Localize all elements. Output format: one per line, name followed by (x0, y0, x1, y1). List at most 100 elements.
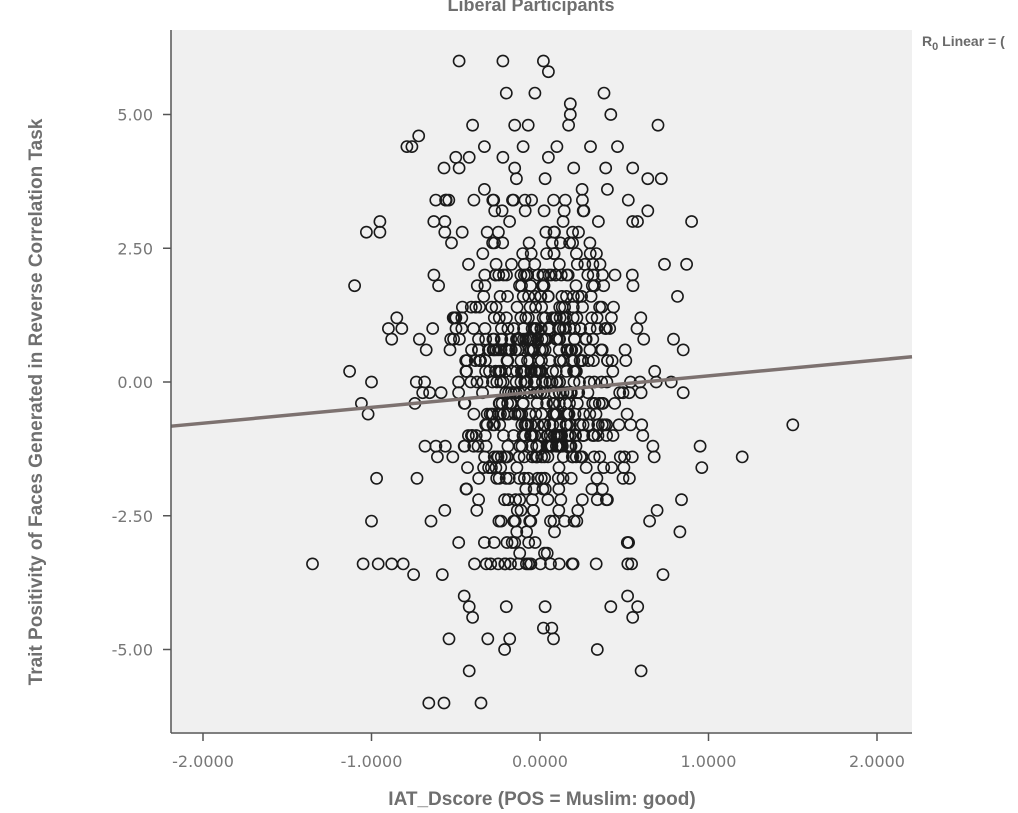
data-point (575, 289, 588, 303)
data-point (501, 493, 515, 507)
data-point (554, 493, 568, 507)
data-point (499, 86, 513, 100)
data-point (538, 546, 551, 560)
data-point (467, 322, 480, 335)
y-tick-label: -2.50 (112, 507, 153, 526)
data-point (534, 557, 547, 571)
data-point (493, 289, 507, 303)
chart-title: Liberal Participants (447, 0, 614, 15)
data-point (462, 664, 476, 678)
data-point (438, 503, 452, 517)
data-point (438, 439, 452, 453)
data-point (467, 193, 481, 207)
data-point (405, 140, 419, 153)
data-point (561, 343, 575, 357)
data-point (521, 268, 535, 282)
data-point (356, 557, 370, 571)
data-point (626, 215, 640, 228)
data-point (618, 450, 631, 464)
data-point (643, 514, 656, 528)
x-axis-label: IAT_Dscore (POS = Muslim: good) (388, 789, 695, 810)
data-point (508, 407, 522, 421)
data-point (693, 439, 707, 453)
x-tick-label: -2.0000 (172, 752, 234, 771)
data-point (550, 140, 564, 153)
data-point (584, 140, 597, 153)
data-point (464, 429, 478, 442)
data-point (637, 332, 651, 346)
data-point (531, 471, 545, 485)
data-point (575, 493, 589, 507)
data-point (612, 418, 626, 432)
data-point (488, 236, 501, 250)
data-point (432, 279, 445, 293)
y-axis-label: Trait Positivity of Faces Generated in R… (26, 118, 47, 685)
data-point (626, 611, 640, 624)
data-point (487, 536, 501, 549)
data-point (466, 611, 479, 624)
data-point (567, 514, 581, 528)
data-point (442, 632, 456, 646)
data-point (525, 493, 539, 507)
data-point (579, 461, 593, 474)
data-point (586, 257, 600, 271)
data-point (538, 418, 552, 432)
data-point (530, 322, 543, 335)
data-point (548, 311, 562, 325)
data-point (501, 289, 514, 303)
data-point (680, 257, 693, 271)
data-point (618, 343, 632, 357)
data-point (570, 343, 583, 357)
data-point (588, 279, 601, 293)
data-point (473, 300, 486, 314)
x-tick-label: 0.0000 (512, 752, 568, 771)
data-point (493, 418, 507, 432)
data-point (487, 343, 501, 357)
data-point (400, 140, 414, 153)
data-point (410, 471, 424, 485)
data-point (489, 461, 503, 474)
data-point (634, 664, 648, 678)
data-point (547, 632, 560, 646)
data-point (460, 354, 474, 367)
data-point (385, 332, 399, 346)
data-point (577, 204, 591, 218)
data-point (560, 268, 574, 282)
data-point (525, 193, 538, 207)
data-point (625, 450, 639, 464)
data-point (664, 375, 678, 389)
data-point (654, 172, 668, 186)
data-point (570, 257, 584, 271)
data-point (616, 386, 630, 400)
data-point (578, 257, 592, 271)
data-point (427, 268, 441, 282)
data-point (554, 268, 568, 282)
data-point (590, 493, 604, 507)
data-point (565, 557, 579, 571)
data-point (422, 696, 436, 710)
data-point (464, 375, 478, 389)
data-point (538, 172, 552, 186)
y-tick-label: 0.00 (117, 373, 153, 392)
data-point (547, 396, 561, 410)
data-point (476, 247, 490, 260)
data-point (507, 429, 520, 442)
data-point (496, 150, 510, 164)
data-point (494, 461, 508, 474)
data-point (592, 215, 605, 228)
points-layer (306, 54, 800, 710)
data-point (620, 536, 634, 549)
data-point (641, 204, 655, 218)
data-point (501, 322, 515, 335)
data-point (495, 204, 509, 218)
x-tick-label: 2.0000 (849, 752, 905, 771)
data-point (634, 311, 648, 325)
data-point (487, 193, 501, 207)
data-point (676, 343, 690, 357)
data-point (600, 429, 613, 442)
data-point (559, 418, 573, 432)
x-tick-label: -1.0000 (341, 752, 403, 771)
data-point (520, 557, 533, 571)
data-point (518, 471, 531, 485)
data-point (554, 429, 567, 442)
